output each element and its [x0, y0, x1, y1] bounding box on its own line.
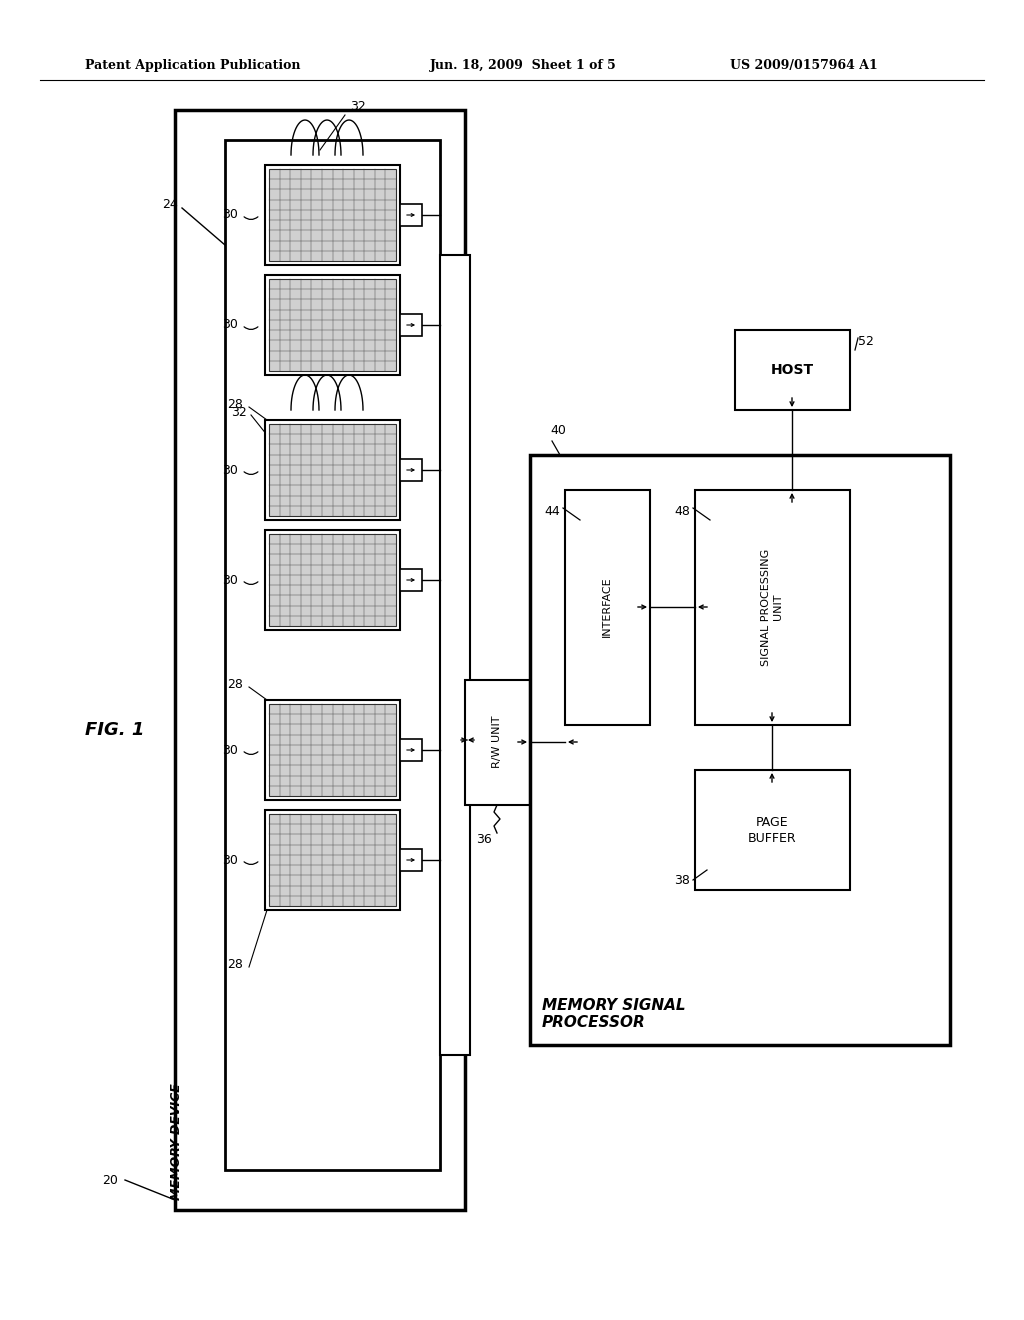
Bar — [530, 455, 950, 1045]
Text: 40: 40 — [550, 424, 566, 437]
Bar — [735, 330, 850, 411]
Text: SIGNAL PROCESSING
UNIT: SIGNAL PROCESSING UNIT — [761, 548, 783, 665]
Text: Jun. 18, 2009  Sheet 1 of 5: Jun. 18, 2009 Sheet 1 of 5 — [430, 58, 616, 71]
Bar — [175, 110, 465, 1210]
Text: 30: 30 — [222, 573, 238, 586]
Text: 24: 24 — [162, 198, 178, 211]
Text: INTERFACE: INTERFACE — [602, 577, 612, 638]
Bar — [400, 459, 422, 480]
Bar — [565, 490, 650, 725]
Text: 38: 38 — [674, 874, 690, 887]
Bar — [269, 814, 396, 906]
Text: 30: 30 — [222, 209, 238, 222]
Text: 36: 36 — [476, 833, 492, 846]
Text: 32: 32 — [350, 100, 366, 114]
Bar — [269, 704, 396, 796]
Text: 30: 30 — [222, 318, 238, 331]
Text: 28: 28 — [227, 399, 243, 412]
Text: 28: 28 — [227, 678, 243, 692]
Bar — [695, 490, 850, 725]
Bar — [269, 535, 396, 626]
Text: 30: 30 — [222, 854, 238, 866]
Bar — [400, 205, 422, 226]
Text: 28: 28 — [227, 958, 243, 972]
Text: PAGE
BUFFER: PAGE BUFFER — [748, 816, 797, 845]
Bar — [269, 814, 396, 906]
Bar — [265, 700, 400, 800]
Text: FIG. 1: FIG. 1 — [85, 721, 144, 739]
Bar — [269, 279, 396, 371]
Text: 32: 32 — [231, 405, 247, 418]
Bar — [269, 169, 396, 261]
Bar — [400, 739, 422, 762]
Text: MEMORY DEVICE: MEMORY DEVICE — [170, 1084, 183, 1200]
Text: 20: 20 — [102, 1173, 118, 1187]
Bar — [265, 531, 400, 630]
Bar — [400, 849, 422, 871]
Bar — [269, 424, 396, 516]
Bar — [269, 535, 396, 626]
Bar — [269, 704, 396, 796]
Bar — [400, 314, 422, 337]
Text: MEMORY SIGNAL
PROCESSOR: MEMORY SIGNAL PROCESSOR — [542, 998, 686, 1030]
Bar — [225, 140, 440, 1170]
Text: Patent Application Publication: Patent Application Publication — [85, 58, 300, 71]
Bar — [269, 169, 396, 261]
Bar — [440, 255, 470, 1055]
Text: 30: 30 — [222, 743, 238, 756]
Text: 30: 30 — [222, 463, 238, 477]
Bar — [265, 275, 400, 375]
Bar — [465, 680, 530, 805]
Bar — [265, 165, 400, 265]
Bar — [265, 810, 400, 909]
Text: 48: 48 — [674, 506, 690, 517]
Text: R/W UNIT: R/W UNIT — [492, 715, 502, 768]
Bar — [400, 569, 422, 591]
Text: 52: 52 — [858, 335, 873, 348]
Bar — [695, 770, 850, 890]
Text: US 2009/0157964 A1: US 2009/0157964 A1 — [730, 58, 878, 71]
Bar — [269, 279, 396, 371]
Text: HOST: HOST — [770, 363, 813, 378]
Bar — [269, 424, 396, 516]
Bar — [265, 420, 400, 520]
Text: 44: 44 — [544, 506, 560, 517]
